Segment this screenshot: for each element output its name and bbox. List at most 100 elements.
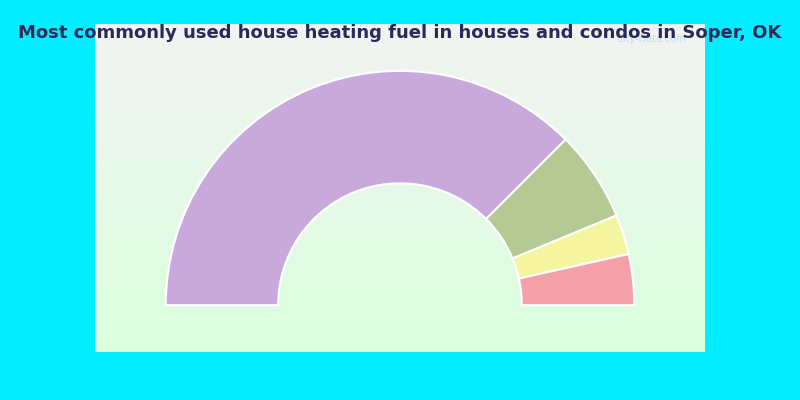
- Bar: [95, 78, 705, 80]
- Bar: [95, 347, 705, 349]
- Bar: [95, 29, 705, 30]
- Bar: [95, 119, 705, 121]
- Bar: [95, 346, 705, 347]
- Bar: [95, 173, 705, 175]
- Bar: [95, 337, 705, 339]
- Bar: [95, 137, 705, 139]
- Bar: [95, 160, 705, 162]
- Bar: [95, 272, 705, 273]
- Bar: [95, 126, 705, 127]
- Bar: [95, 154, 705, 155]
- Bar: [95, 250, 705, 252]
- Bar: [95, 136, 705, 137]
- Bar: [95, 234, 705, 236]
- Bar: [95, 331, 705, 332]
- Bar: [95, 265, 705, 267]
- Bar: [95, 98, 705, 100]
- Bar: [95, 176, 705, 178]
- Bar: [95, 183, 705, 185]
- Bar: [95, 37, 705, 39]
- Bar: [95, 303, 705, 304]
- Bar: [95, 334, 705, 336]
- Bar: [95, 232, 705, 234]
- Bar: [95, 67, 705, 68]
- Bar: [95, 221, 705, 222]
- Bar: [95, 72, 705, 73]
- Bar: [95, 191, 705, 193]
- Bar: [95, 240, 705, 242]
- Bar: [95, 282, 705, 283]
- Bar: [95, 267, 705, 268]
- Bar: [95, 178, 705, 180]
- Bar: [95, 104, 705, 106]
- Bar: [95, 206, 705, 208]
- Bar: [95, 158, 705, 160]
- Bar: [95, 86, 705, 88]
- Bar: [95, 47, 705, 49]
- Bar: [95, 30, 705, 32]
- Bar: [95, 275, 705, 276]
- Bar: [95, 208, 705, 209]
- Bar: [95, 276, 705, 278]
- Bar: [95, 327, 705, 329]
- Bar: [95, 32, 705, 34]
- Bar: [95, 172, 705, 173]
- Bar: [95, 288, 705, 290]
- Bar: [95, 139, 705, 140]
- Bar: [95, 44, 705, 45]
- Bar: [95, 132, 705, 134]
- Bar: [95, 65, 705, 67]
- Bar: [95, 298, 705, 300]
- Bar: [95, 129, 705, 130]
- Bar: [95, 45, 705, 47]
- Bar: [95, 170, 705, 172]
- Bar: [95, 196, 705, 198]
- Bar: [95, 108, 705, 109]
- Bar: [95, 42, 705, 44]
- Bar: [95, 167, 705, 168]
- Bar: [95, 339, 705, 340]
- Bar: [95, 247, 705, 249]
- Bar: [95, 214, 705, 216]
- Bar: [95, 262, 705, 264]
- Bar: [95, 224, 705, 226]
- Bar: [95, 36, 705, 37]
- Bar: [95, 219, 705, 221]
- Bar: [95, 54, 705, 55]
- Bar: [95, 203, 705, 204]
- Bar: [95, 270, 705, 272]
- Bar: [95, 311, 705, 313]
- Bar: [95, 231, 705, 232]
- Bar: [95, 321, 705, 322]
- Bar: [95, 127, 705, 129]
- Bar: [95, 162, 705, 164]
- Bar: [95, 318, 705, 319]
- Bar: [95, 245, 705, 247]
- Bar: [95, 278, 705, 280]
- Bar: [95, 300, 705, 301]
- Bar: [95, 342, 705, 344]
- Bar: [95, 257, 705, 258]
- Bar: [95, 283, 705, 285]
- Bar: [95, 237, 705, 239]
- Bar: [95, 149, 705, 150]
- Bar: [95, 130, 705, 132]
- Bar: [95, 290, 705, 291]
- Text: City-Data.com: City-Data.com: [617, 34, 686, 44]
- Bar: [95, 52, 705, 54]
- Bar: [95, 73, 705, 75]
- Bar: [95, 211, 705, 213]
- Bar: [95, 96, 705, 98]
- Wedge shape: [166, 71, 566, 305]
- Bar: [95, 204, 705, 206]
- Bar: [95, 114, 705, 116]
- Bar: [95, 140, 705, 142]
- Bar: [95, 168, 705, 170]
- Bar: [95, 332, 705, 334]
- Bar: [95, 111, 705, 112]
- Bar: [95, 322, 705, 324]
- Bar: [95, 116, 705, 118]
- Bar: [95, 242, 705, 244]
- Bar: [95, 324, 705, 326]
- Bar: [95, 142, 705, 144]
